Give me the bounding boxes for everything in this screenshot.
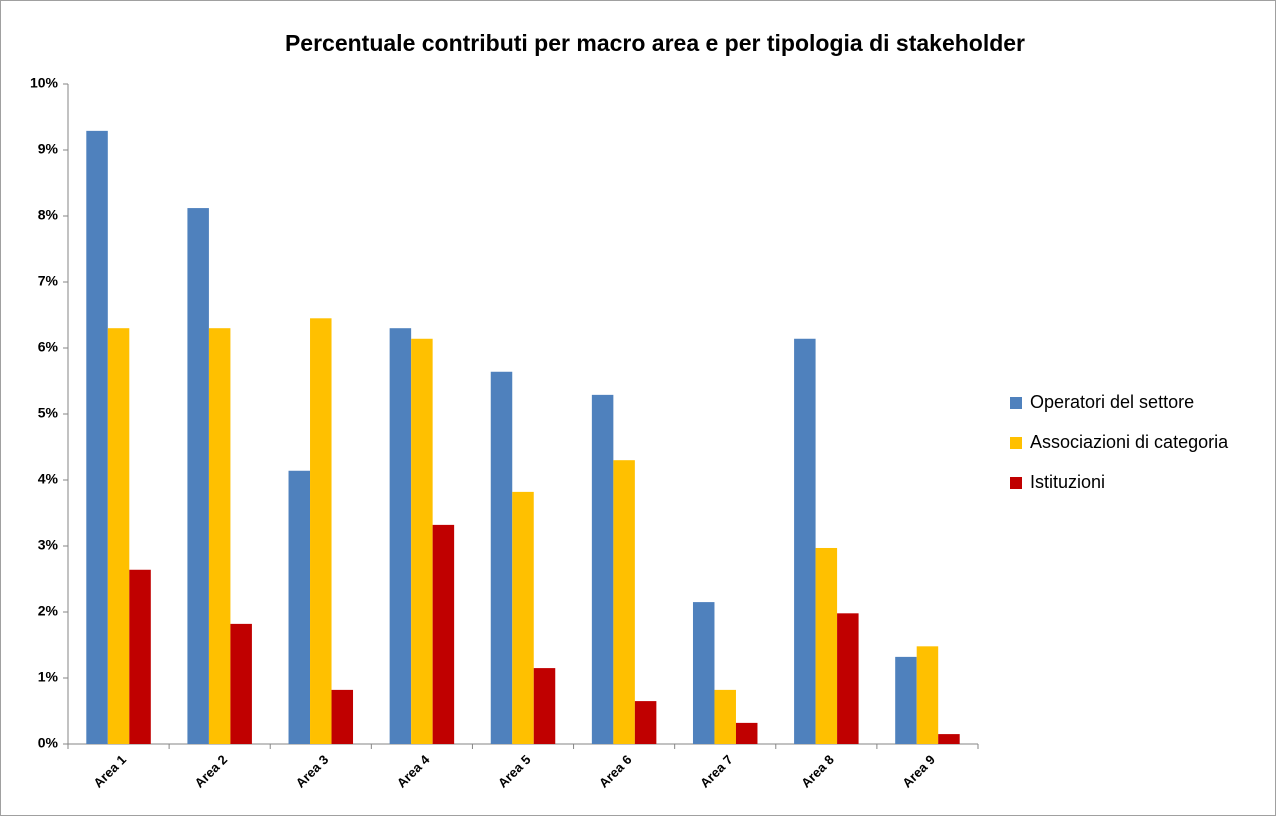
bar — [794, 338, 816, 744]
bar — [815, 547, 838, 744]
y-tick-label: 1% — [38, 669, 59, 685]
bar — [490, 371, 513, 744]
bar — [512, 491, 534, 744]
bar — [129, 569, 151, 744]
y-tick-label: 5% — [38, 405, 59, 421]
bar — [895, 656, 917, 744]
bar — [288, 470, 311, 744]
bar — [938, 734, 960, 744]
legend-swatch — [1010, 477, 1022, 489]
bar — [310, 318, 332, 744]
y-tick-label: 6% — [38, 339, 59, 355]
bar — [86, 130, 108, 745]
y-tick-label: 3% — [38, 537, 59, 553]
bar — [714, 689, 736, 744]
legend-swatch — [1010, 397, 1022, 409]
bar — [389, 328, 412, 744]
bar — [331, 689, 354, 744]
y-tick-label: 10% — [30, 75, 59, 91]
y-tick-label: 7% — [38, 273, 59, 289]
bar — [411, 338, 433, 744]
bar — [533, 668, 556, 744]
bar — [107, 328, 130, 744]
bar — [837, 613, 859, 744]
bar — [613, 460, 635, 744]
bar — [692, 602, 715, 744]
legend-label: Associazioni di categoria — [1030, 432, 1229, 452]
bar — [432, 524, 455, 744]
bar — [230, 623, 252, 744]
y-tick-label: 2% — [38, 603, 59, 619]
y-tick-label: 9% — [38, 141, 59, 157]
bar — [208, 328, 231, 744]
chart-title: Percentuale contributi per macro area e … — [285, 30, 1025, 56]
bar — [591, 394, 614, 744]
y-tick-label: 4% — [38, 471, 59, 487]
bar — [634, 701, 657, 744]
legend-swatch — [1010, 437, 1022, 449]
y-tick-label: 0% — [38, 735, 59, 751]
bar — [187, 208, 209, 744]
legend-label: Istituzioni — [1030, 472, 1105, 492]
bar — [735, 722, 758, 744]
y-tick-label: 8% — [38, 207, 59, 223]
bar — [916, 646, 939, 744]
legend-label: Operatori del settore — [1030, 392, 1194, 412]
